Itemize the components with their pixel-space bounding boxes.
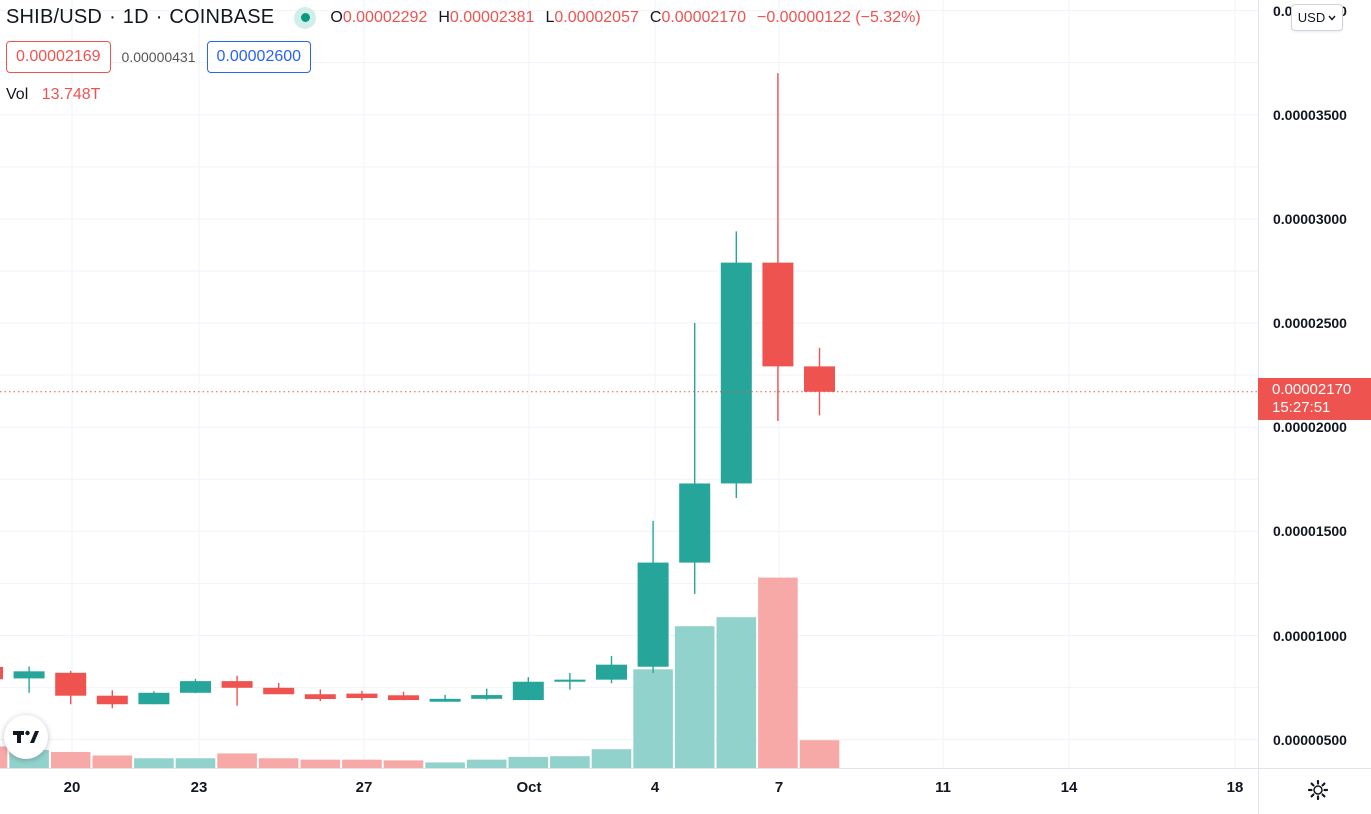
market-status-icon[interactable] bbox=[294, 6, 317, 29]
bar-countdown: 15:27:51 bbox=[1272, 398, 1331, 416]
candle-body bbox=[554, 679, 586, 682]
price-axis-label: 0.00003000 bbox=[1273, 210, 1347, 227]
time-axis[interactable]: 20 23 27 Oct 4 7 11 14 18 bbox=[0, 768, 1258, 814]
legend-separator: · bbox=[155, 6, 163, 28]
ohlc-high: H0.00002381 bbox=[438, 8, 535, 26]
spread-value: 0.00000431 bbox=[121, 49, 196, 65]
volume-legend: Vol 13.748T bbox=[6, 86, 100, 104]
candle-body bbox=[180, 681, 211, 693]
chart-canvas[interactable] bbox=[0, 0, 1258, 768]
volume-bar bbox=[134, 758, 174, 768]
chevron-down-icon bbox=[1328, 15, 1336, 21]
legend-separator: · bbox=[109, 6, 116, 28]
candle-body bbox=[637, 562, 669, 667]
price-axis-label: 0.00002000 bbox=[1273, 419, 1347, 436]
time-axis-label: 20 bbox=[63, 779, 81, 796]
time-axis-label: 14 bbox=[1060, 779, 1078, 796]
volume-bar bbox=[50, 752, 91, 768]
ohlc-close: C0.00002170 bbox=[649, 8, 746, 26]
volume-bar bbox=[716, 617, 757, 768]
legend-row: SHIB/USD · 1D · COINBASE O0.00002292 H0.… bbox=[6, 6, 921, 29]
candle-body bbox=[388, 695, 419, 701]
volume-bar bbox=[466, 759, 507, 768]
time-axis-label: Oct bbox=[516, 779, 542, 796]
currency-label: USD bbox=[1297, 10, 1326, 25]
ohlc-low: L0.00002057 bbox=[545, 8, 639, 26]
volume-bar bbox=[92, 755, 133, 768]
price-change: −0.00000122 (−5.32%) bbox=[756, 8, 921, 26]
candle-body bbox=[429, 698, 461, 702]
candle-body bbox=[596, 664, 627, 680]
price-axis-label: 0.00001000 bbox=[1273, 627, 1347, 644]
candle-body bbox=[679, 483, 711, 563]
candle-body bbox=[13, 671, 45, 679]
time-axis-label: 18 bbox=[1226, 779, 1244, 796]
candle-body bbox=[263, 687, 295, 695]
exchange-label: COINBASE bbox=[169, 6, 275, 28]
candle-body bbox=[804, 366, 835, 392]
candle-body bbox=[512, 681, 544, 701]
gear-icon[interactable] bbox=[1307, 779, 1329, 801]
time-axis-label: 23 bbox=[190, 779, 208, 796]
symbol-name[interactable]: SHIB/USD bbox=[6, 6, 103, 28]
candle-body bbox=[346, 693, 378, 698]
volume-bar bbox=[633, 669, 673, 768]
volume-bar bbox=[799, 740, 840, 768]
volume-bar bbox=[425, 762, 465, 768]
volume-bar bbox=[217, 753, 257, 768]
volume-bar bbox=[508, 756, 549, 768]
volume-bar bbox=[258, 758, 299, 768]
time-axis-label: 4 bbox=[650, 779, 660, 796]
current-price-tag: 0.00002170 15:27:51 bbox=[1258, 377, 1371, 420]
time-axis-label: 27 bbox=[355, 779, 373, 796]
volume-bar bbox=[383, 760, 424, 768]
quote-row: 0.00002169 0.00000431 0.00002600 bbox=[6, 41, 312, 73]
currency-dropdown[interactable]: USD bbox=[1291, 4, 1343, 31]
sell-price-button[interactable]: 0.00002169 bbox=[6, 41, 111, 73]
volume-bar bbox=[550, 756, 590, 768]
candle-body bbox=[55, 672, 87, 696]
price-axis-label: 0.00003500 bbox=[1273, 106, 1347, 123]
time-axis-label: 11 bbox=[935, 779, 951, 796]
axis-corner bbox=[1258, 768, 1371, 814]
candle-body bbox=[304, 694, 336, 700]
volume-bar bbox=[175, 758, 216, 768]
volume-bar bbox=[342, 759, 382, 768]
price-axis-label: 0.00000500 bbox=[1273, 731, 1347, 748]
candle-body bbox=[138, 692, 170, 705]
tradingview-logo-icon bbox=[13, 730, 39, 743]
candle-body bbox=[762, 262, 794, 367]
current-price-value: 0.00002170 bbox=[1272, 380, 1352, 398]
candle-body bbox=[221, 681, 253, 688]
buy-price-button[interactable]: 0.00002600 bbox=[206, 41, 312, 73]
volume-bar bbox=[300, 759, 341, 768]
volume-bar bbox=[591, 749, 632, 768]
volume-label[interactable]: Vol bbox=[6, 86, 29, 103]
interval-label[interactable]: 1D bbox=[122, 6, 149, 28]
price-axis-label: 0.00001500 bbox=[1273, 523, 1347, 540]
volume-bar bbox=[674, 626, 715, 768]
candle-body bbox=[471, 695, 503, 699]
volume-bar bbox=[758, 577, 798, 768]
time-axis-label: 7 bbox=[774, 779, 784, 796]
candle-body bbox=[96, 695, 128, 705]
candle-body bbox=[720, 262, 752, 484]
volume-value: 13.748T bbox=[41, 86, 101, 103]
volume-bar bbox=[0, 746, 8, 768]
tradingview-logo[interactable] bbox=[4, 715, 48, 759]
candle-body bbox=[0, 666, 3, 680]
ohlc-open: O0.00002292 bbox=[330, 8, 428, 26]
price-axis-label: 0.00002500 bbox=[1273, 315, 1347, 332]
chart-pane[interactable]: SHIB/USD · 1D · COINBASE O0.00002292 H0.… bbox=[0, 0, 1258, 768]
